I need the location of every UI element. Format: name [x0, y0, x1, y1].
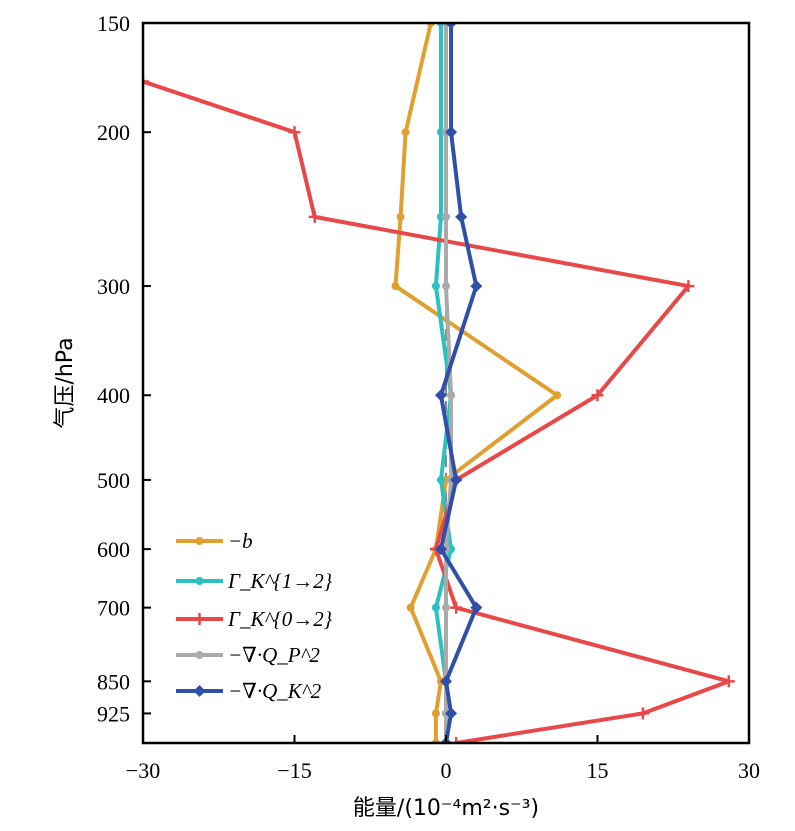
y-tick-label: 500 — [97, 468, 130, 493]
circle-marker — [391, 282, 400, 291]
circle-marker — [436, 475, 445, 484]
series-4 — [434, 23, 483, 743]
x-tick-label: −30 — [126, 758, 160, 783]
circle-marker — [442, 212, 450, 221]
legend-item: Γ_K^{1→2} — [176, 569, 333, 593]
y-tick-label: 150 — [97, 11, 130, 36]
plus-marker — [636, 707, 649, 720]
plus-marker — [450, 601, 463, 614]
x-tick-label: 0 — [441, 758, 452, 783]
series-group — [143, 23, 735, 743]
x-axis-ticks: −30 −15 0 15 30 — [126, 735, 760, 783]
circle-marker — [431, 282, 440, 291]
legend-item: Γ_K^{0→2} — [176, 607, 333, 631]
y-axis-label: 气压/hPa — [53, 337, 78, 428]
circle-marker — [396, 212, 405, 221]
y-tick-label: 700 — [97, 596, 130, 621]
circle-marker — [431, 603, 440, 612]
plus-marker — [193, 613, 206, 625]
y-tick-label: 925 — [97, 701, 130, 726]
legend: −b Γ_K^{1→2} Γ_K^{0→2} −∇·Q_P^2 −∇·Q_K^2 — [176, 529, 333, 703]
series-2 — [143, 75, 735, 743]
circle-marker — [447, 391, 456, 400]
y-tick-label: 300 — [97, 274, 130, 299]
diamond-marker — [434, 543, 447, 556]
plus-marker — [288, 126, 301, 139]
circle-marker — [401, 128, 410, 137]
plus-marker — [682, 280, 695, 293]
diamond-marker — [434, 389, 447, 402]
circle-marker — [442, 282, 450, 291]
series-line — [393, 23, 560, 743]
series-0 — [391, 23, 562, 743]
y-axis-ticks: 150 200 300 400 500 600 700 850 925 — [97, 11, 151, 726]
diamond-marker — [445, 23, 458, 29]
circle-marker — [406, 603, 415, 612]
legend-item: −b — [176, 529, 253, 553]
circle-marker — [195, 651, 204, 659]
y-tick-label: 600 — [97, 537, 130, 562]
legend-label: −b — [228, 529, 253, 553]
y-tick-label: 200 — [97, 120, 130, 145]
legend-label: Γ_K^{0→2} — [227, 607, 333, 631]
plus-marker — [143, 75, 149, 88]
x-tick-label: 15 — [587, 758, 609, 783]
diamond-marker — [445, 707, 458, 720]
y-tick-label: 850 — [97, 669, 130, 694]
plus-marker — [722, 675, 735, 688]
legend-label: −∇·Q_P^2 — [228, 643, 320, 667]
diamond-marker — [193, 685, 206, 697]
y-tick-label: 400 — [97, 383, 130, 408]
x-tick-label: 30 — [738, 758, 760, 783]
diamond-marker — [445, 126, 458, 139]
diamond-marker — [470, 280, 483, 293]
diamond-marker — [470, 601, 483, 614]
circle-marker — [195, 537, 204, 545]
legend-label: −∇·Q_K^2 — [228, 679, 322, 703]
plus-marker — [591, 389, 604, 402]
circle-marker — [431, 709, 440, 718]
diamond-marker — [455, 210, 468, 223]
legend-label: Γ_K^{1→2} — [227, 569, 333, 593]
circle-marker — [553, 391, 562, 400]
legend-item: −∇·Q_P^2 — [176, 643, 320, 667]
diamond-marker — [440, 675, 452, 688]
plus-marker — [308, 210, 321, 223]
x-tick-label: −15 — [277, 758, 311, 783]
x-axis-label: 能量/(10⁻⁴m²·s⁻³) — [353, 796, 539, 821]
diamond-marker — [450, 473, 463, 486]
circle-marker — [442, 603, 450, 612]
legend-item: −∇·Q_K^2 — [176, 679, 322, 703]
plus-marker — [450, 737, 463, 743]
circle-marker — [195, 577, 204, 585]
